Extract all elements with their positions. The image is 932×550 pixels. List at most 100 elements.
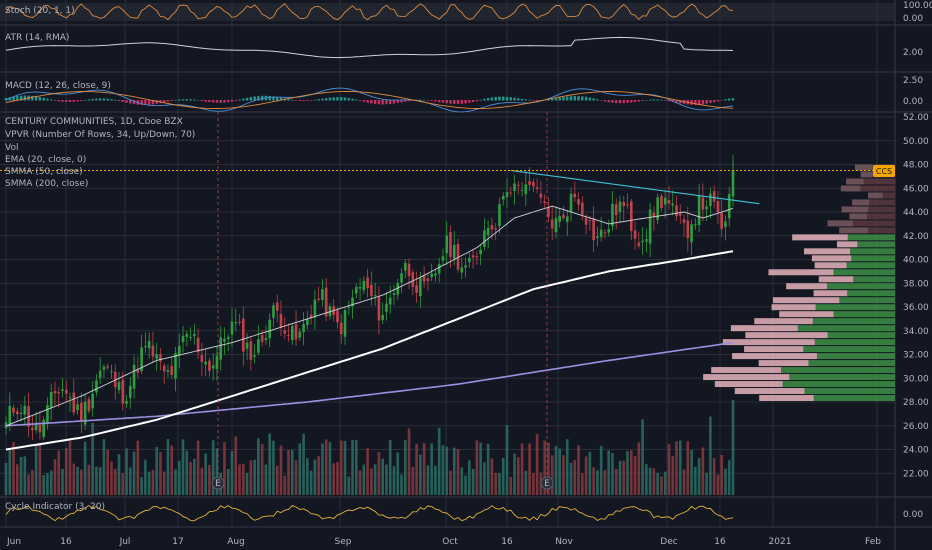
candle-body xyxy=(445,235,449,254)
candle-body xyxy=(675,205,678,217)
macd-hist-bar xyxy=(80,100,83,101)
candle-body xyxy=(306,319,309,326)
candle-body xyxy=(87,399,91,411)
macd-pane[interactable]: MACD (12, 26, close, 9) 2.50 0.00 xyxy=(4,76,924,113)
cycle-pane[interactable]: Cycle Indicator (3, 20) 0.00 xyxy=(5,502,923,522)
macd-hist-bar xyxy=(637,100,641,102)
macd-hist-bar xyxy=(712,100,716,103)
candle-body xyxy=(19,412,23,415)
earnings-marker[interactable]: E xyxy=(540,476,554,490)
ema-label[interactable]: EMA (20, close, 0) xyxy=(5,155,86,165)
volume-bar xyxy=(23,456,27,495)
macd-hist-bar xyxy=(19,95,23,101)
volume-bar xyxy=(550,455,554,495)
volume-bar xyxy=(377,452,381,495)
macd-hist-bar xyxy=(547,99,550,101)
volume-bar xyxy=(419,454,422,495)
macd-hist-bar xyxy=(347,98,350,101)
vpvr-down-bar xyxy=(714,381,783,388)
macd-hist-bar xyxy=(336,97,339,101)
volume-bar xyxy=(294,460,298,495)
volume-bar xyxy=(486,443,490,495)
macd-hist-bar xyxy=(445,100,448,104)
volume-bar xyxy=(660,476,663,495)
candle-body xyxy=(279,314,283,328)
time-axis[interactable]: Jun 16 Jul 17 Aug Sep Oct 16 Nov Dec 16 2021 Feb xyxy=(6,537,881,547)
vpvr-up-bar xyxy=(782,381,895,388)
ticker-badge-label: CCS xyxy=(876,167,892,176)
cycle-label: Cycle Indicator (3, 20) xyxy=(5,502,105,512)
volume-bar xyxy=(569,462,573,495)
macd-hist-bar xyxy=(550,99,554,101)
candle-body xyxy=(588,220,592,222)
macd-hist-bar xyxy=(456,100,460,104)
macd-hist-bar xyxy=(396,100,399,103)
vpvr-down-bar xyxy=(839,227,869,234)
candle-body xyxy=(584,217,588,225)
volume-bar xyxy=(505,425,509,495)
atr-pane[interactable]: ATR (14, RMA) 2.00 xyxy=(5,33,923,59)
macd-hist-bar xyxy=(528,99,531,101)
price-axis-tick: 32.00 xyxy=(903,351,929,361)
macd-hist-bar xyxy=(716,100,720,102)
trendline[interactable] xyxy=(510,169,760,205)
vpvr-down-bar xyxy=(813,290,848,297)
price-axis[interactable]: 52.00 50.00 48.00 46.00 44.00 42.00 40.00 38.00… xyxy=(903,113,929,479)
price-axis-tick: 50.00 xyxy=(903,137,929,147)
candle-body xyxy=(618,201,622,212)
macd-hist-bar xyxy=(373,100,377,104)
vpvr-up-bar xyxy=(789,374,895,381)
macd-hist-bar xyxy=(321,98,324,101)
stoch-pane[interactable]: Stoch (20, 1, 1) 100.00 0.00 xyxy=(0,1,932,24)
macd-hist-bar xyxy=(178,99,181,101)
vpvr-up-bar xyxy=(867,213,895,220)
macd-hist-bar xyxy=(622,100,625,104)
candle-body xyxy=(166,370,170,372)
candle-body xyxy=(573,193,577,198)
candle-body xyxy=(716,201,720,212)
candle-body xyxy=(727,194,731,219)
vol-label[interactable]: Vol xyxy=(5,143,18,153)
volume-bar xyxy=(720,454,723,495)
macd-hist-bar xyxy=(114,99,117,101)
vpvr-label[interactable]: VPVR (Number Of Rows, 34, Up/Down, 70) xyxy=(5,130,195,140)
macd-hist-bar xyxy=(343,97,347,101)
macd-hist-bar xyxy=(95,98,98,101)
macd-hist-bar xyxy=(562,97,565,101)
volume-bar xyxy=(532,473,535,495)
candle-body xyxy=(498,204,501,227)
time-axis-tick: Jun xyxy=(6,537,21,547)
candle-body xyxy=(437,264,441,274)
macd-hist-bar xyxy=(520,98,524,101)
macd-hist-bar xyxy=(633,100,637,103)
vpvr-up-bar xyxy=(815,304,895,311)
candle-body xyxy=(174,353,177,379)
volume-bar xyxy=(727,460,731,495)
price-pane[interactable]: E E CENTURY COMMUNITIES, 1D, Cboe BZX VP… xyxy=(0,112,929,495)
volume-bar xyxy=(626,451,629,495)
stoch-axis-tick: 100.00 xyxy=(903,1,932,11)
volume-bar xyxy=(49,470,53,495)
candle-body xyxy=(204,361,207,365)
atr-axis-tick: 2.00 xyxy=(903,48,923,58)
vpvr-down-bar xyxy=(792,234,848,241)
symbol-header[interactable]: CENTURY COMMUNITIES, 1D, Cboe BZX xyxy=(5,117,183,127)
volume-bar xyxy=(162,471,166,495)
volume-bar xyxy=(204,453,207,495)
volume-bar xyxy=(645,464,648,495)
macd-hist-bar xyxy=(42,97,45,101)
vpvr-up-bar xyxy=(839,297,895,304)
candle-body xyxy=(509,192,513,194)
candle-body xyxy=(581,202,584,215)
macd-hist-bar xyxy=(249,97,253,101)
macd-hist-bar xyxy=(573,96,576,101)
smma50-label[interactable]: SMMA (50, close) xyxy=(5,167,83,177)
candle-body xyxy=(95,380,98,393)
earnings-marker[interactable]: E xyxy=(211,476,225,490)
vpvr-down-bar xyxy=(754,318,813,325)
candle-body xyxy=(38,424,42,433)
smma200-label[interactable]: SMMA (200, close) xyxy=(5,179,88,189)
candle-body xyxy=(196,337,200,353)
macd-hist-bar xyxy=(615,100,618,104)
